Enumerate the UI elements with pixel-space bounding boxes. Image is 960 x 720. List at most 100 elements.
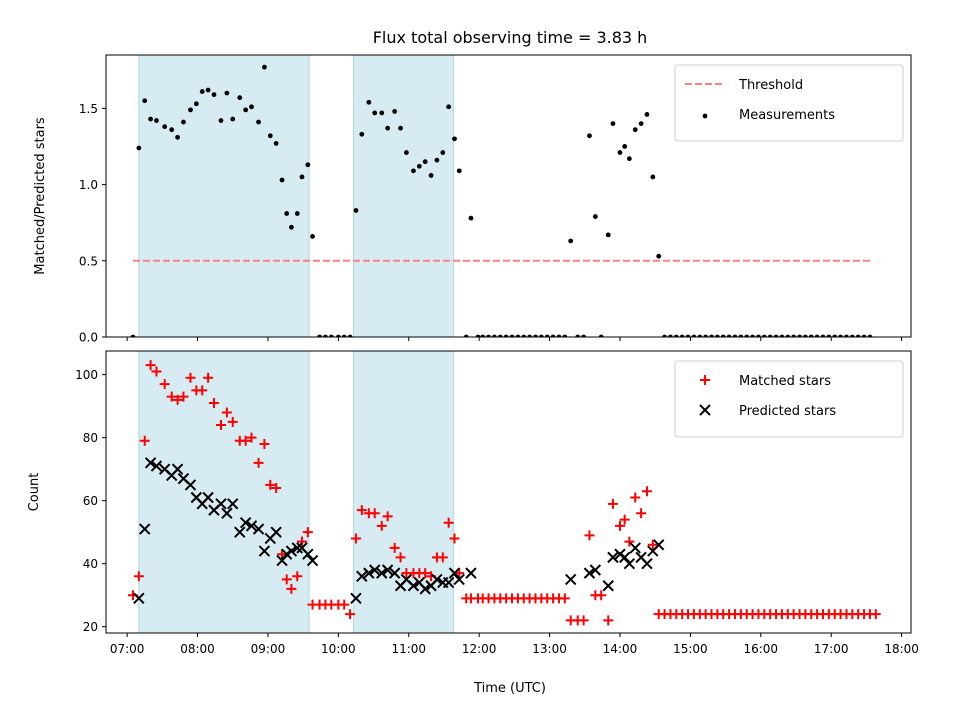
- data-point: [259, 438, 270, 449]
- data-point: [437, 552, 448, 563]
- data-point: [714, 334, 720, 337]
- x-tick-label: 14:00: [603, 642, 638, 656]
- data-point: [636, 508, 647, 519]
- data-point: [211, 92, 217, 98]
- x-tick-label: 15:00: [673, 642, 708, 656]
- data-point: [419, 583, 431, 595]
- data-point: [575, 334, 581, 337]
- data-point: [632, 127, 638, 133]
- legend-x-swatch: [699, 404, 711, 416]
- y-tick-label: 0.5: [79, 254, 98, 268]
- data-point: [443, 517, 454, 528]
- data-point: [345, 609, 356, 620]
- data-point: [564, 573, 577, 586]
- data-point: [253, 457, 264, 468]
- data-point: [356, 570, 368, 582]
- data-point: [148, 116, 153, 122]
- data-point: [720, 334, 726, 337]
- y-tick-label: 40: [83, 557, 98, 571]
- x-tick-label: 10:00: [321, 642, 356, 656]
- data-point: [224, 90, 230, 96]
- data-point: [130, 334, 136, 337]
- data-point: [578, 615, 589, 626]
- data-point: [453, 573, 465, 586]
- data-point: [509, 334, 515, 337]
- data-point: [583, 567, 596, 579]
- data-point: [732, 334, 738, 337]
- data-point: [726, 334, 732, 337]
- data-point: [605, 232, 611, 238]
- data-point: [422, 159, 428, 165]
- data-point: [267, 133, 273, 139]
- data-point: [550, 334, 556, 337]
- plot-area: [127, 360, 881, 626]
- data-point: [369, 564, 381, 576]
- data-point: [159, 379, 170, 390]
- data-point: [849, 334, 855, 337]
- data-point: [475, 334, 481, 337]
- y-tick-label: 1.0: [79, 178, 98, 192]
- data-point: [243, 107, 249, 113]
- data-point: [679, 334, 685, 337]
- legend-plus-swatch: [700, 375, 710, 385]
- legend-label: Threshold: [738, 78, 803, 93]
- data-point: [218, 118, 224, 123]
- data-point: [256, 119, 261, 125]
- data-point: [515, 334, 521, 337]
- legend-box: [674, 64, 904, 142]
- data-point: [452, 136, 457, 142]
- data-point: [339, 599, 350, 610]
- data-point: [178, 391, 189, 402]
- data-point: [202, 491, 214, 504]
- data-point: [802, 334, 808, 337]
- data-point: [199, 89, 205, 94]
- data-point: [533, 334, 538, 337]
- data-point: [262, 64, 267, 70]
- data-point: [465, 567, 477, 579]
- data-point: [154, 118, 159, 123]
- data-point: [181, 119, 186, 125]
- data-point: [240, 435, 251, 446]
- data-point: [619, 514, 630, 525]
- data-point: [376, 567, 388, 579]
- data-point: [521, 334, 527, 337]
- measurements-panel: 0.0 0.5 1.0 1.5 Matched/Predicted stars Thres…: [33, 54, 912, 345]
- data-point: [503, 334, 509, 337]
- data-point: [323, 334, 328, 337]
- data-point: [389, 542, 400, 553]
- x-tick-label: 18:00: [884, 642, 919, 656]
- data-point: [652, 539, 665, 551]
- data-point: [392, 109, 398, 114]
- data-point: [208, 397, 219, 408]
- data-point: [623, 557, 636, 570]
- data-point: [171, 463, 184, 475]
- data-point: [697, 334, 703, 337]
- data-point: [662, 334, 667, 337]
- y-axis-label: Matched/Predicted stars: [33, 117, 48, 275]
- data-point: [618, 551, 631, 564]
- data-point: [497, 334, 503, 337]
- data-point: [144, 457, 157, 469]
- data-point: [302, 527, 313, 538]
- data-point: [136, 145, 142, 151]
- observing-window-1: [138, 54, 310, 338]
- data-point: [617, 150, 623, 155]
- data-point: [188, 107, 193, 113]
- figure-title: Flux total observing time = 3.83 h: [373, 28, 648, 47]
- data-point: [647, 539, 658, 550]
- data-point: [184, 479, 197, 491]
- data-point: [151, 366, 162, 377]
- data-point: [350, 592, 362, 605]
- data-point: [395, 552, 406, 563]
- data-point: [216, 420, 226, 431]
- data-point: [556, 334, 562, 337]
- data-point: [305, 162, 311, 168]
- data-point: [306, 554, 319, 567]
- data-point: [587, 133, 592, 139]
- data-point: [559, 593, 570, 604]
- data-point: [310, 233, 315, 239]
- data-point: [285, 545, 298, 557]
- data-point: [252, 523, 265, 535]
- observing-window-1: [138, 350, 310, 634]
